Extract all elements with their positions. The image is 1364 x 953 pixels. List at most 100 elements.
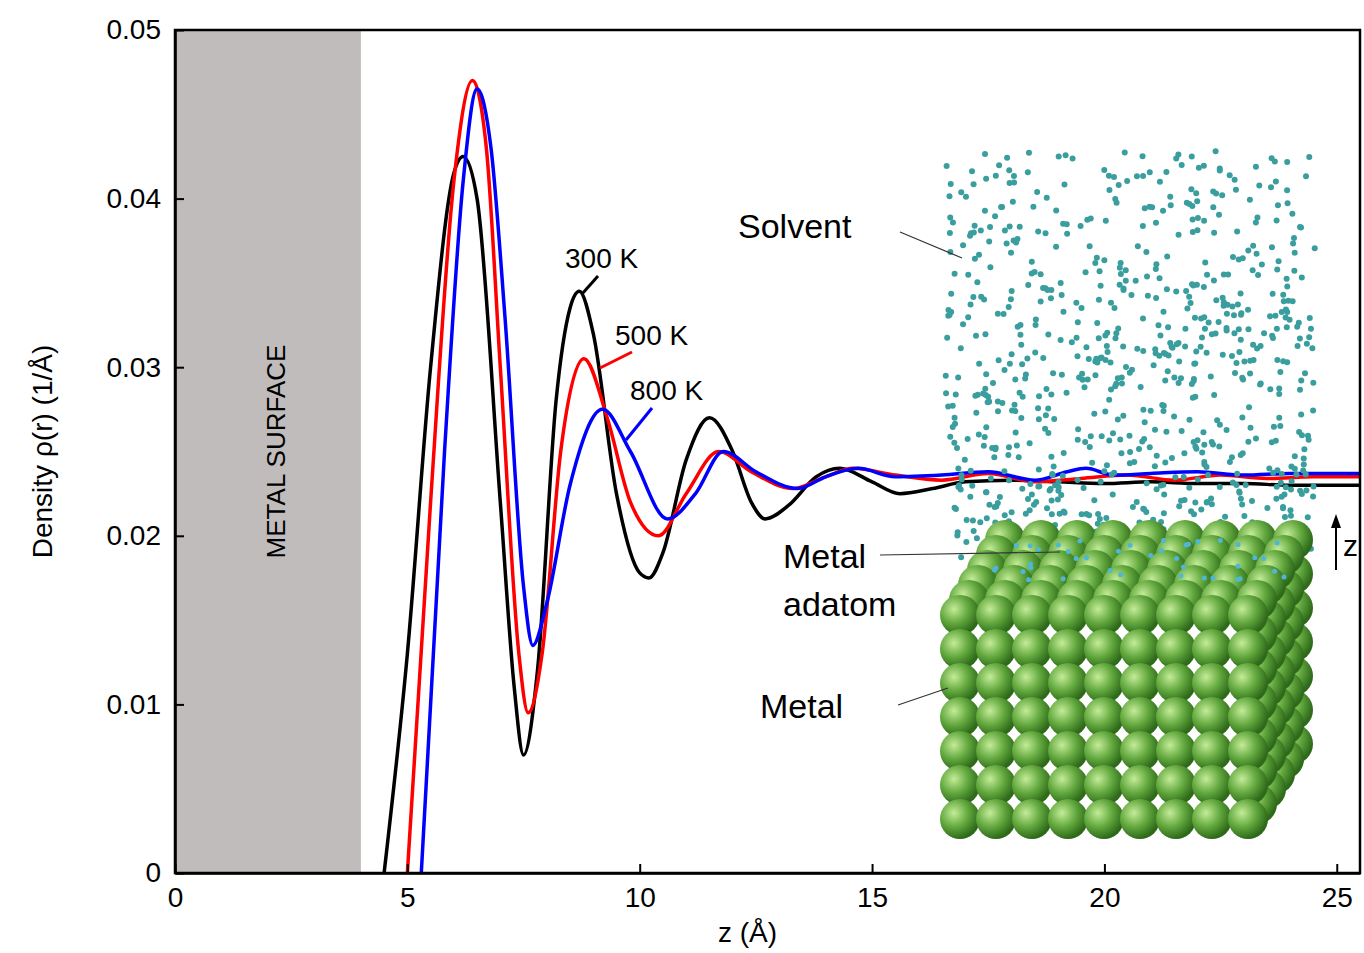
- solvent-particle: [983, 489, 989, 495]
- solvent-particle: [986, 238, 992, 244]
- solvent-particle: [1040, 355, 1046, 361]
- solvent-particle: [1011, 173, 1017, 179]
- solvent-particle: [1063, 152, 1069, 158]
- solvent-particle: [1127, 449, 1133, 455]
- solvent-particle: [1301, 455, 1307, 461]
- solvent-particle: [1119, 380, 1125, 386]
- solvent-particle: [1198, 344, 1204, 350]
- solvent-particle: [1182, 497, 1188, 503]
- solvent-particle: [1234, 229, 1240, 235]
- solvent-particle: [1006, 444, 1012, 450]
- solvent-particle: [1297, 224, 1303, 230]
- interface-particle: [1028, 562, 1033, 567]
- solvent-particle: [1232, 370, 1238, 376]
- solvent-particle: [1157, 179, 1163, 185]
- solvent-particle: [982, 331, 988, 337]
- y-axis-title: Density ρ(r) (1/Å): [27, 345, 58, 559]
- solvent-particle: [982, 386, 988, 392]
- solvent-particle: [1043, 230, 1049, 236]
- solvent-particle: [1195, 437, 1201, 443]
- solvent-particle: [1171, 414, 1177, 420]
- solvent-particle: [1305, 514, 1311, 520]
- solvent-particle: [1096, 297, 1102, 303]
- solvent-particle: [1307, 315, 1313, 321]
- solvent-particle: [1075, 437, 1081, 443]
- solvent-particle: [1073, 300, 1079, 306]
- solvent-particle: [1010, 199, 1016, 205]
- solvent-particle: [965, 314, 971, 320]
- solvent-particle: [1243, 482, 1249, 488]
- solvent-particle: [1267, 386, 1273, 392]
- solvent-particle: [1005, 452, 1011, 458]
- solvent-particle: [1312, 245, 1318, 251]
- solvent-particle: [1019, 361, 1025, 367]
- solvent-particle: [1102, 408, 1108, 414]
- metal-atom: [1048, 799, 1088, 839]
- solvent-particle: [1118, 271, 1124, 277]
- series-label: 800 K: [630, 375, 703, 406]
- solvent-particle: [1238, 310, 1244, 316]
- solvent-particle: [1140, 223, 1146, 229]
- solvent-particle: [1184, 200, 1190, 206]
- solvent-particle: [1274, 357, 1280, 363]
- solvent-particle: [1165, 368, 1171, 374]
- plot-area: [384, 81, 1360, 873]
- solvent-particle: [1296, 429, 1302, 435]
- solvent-particle: [1049, 511, 1055, 517]
- solvent-particle: [1199, 449, 1205, 455]
- x-tick-label: 25: [1322, 882, 1353, 913]
- solvent-particle: [1202, 260, 1208, 266]
- solvent-particle: [1004, 240, 1010, 246]
- solvent-particle: [1027, 481, 1033, 487]
- solvent-particle: [1128, 292, 1134, 298]
- inset-label: Metaladatom: [783, 537, 896, 623]
- solvent-particle: [1006, 304, 1012, 310]
- solvent-particle: [1210, 204, 1216, 210]
- solvent-particle: [1075, 319, 1081, 325]
- solvent-particle: [1188, 186, 1194, 192]
- solvent-particle: [1284, 324, 1290, 330]
- solvent-particle: [1097, 268, 1103, 274]
- solvent-particle: [1295, 343, 1301, 349]
- solvent-particle: [1274, 218, 1280, 224]
- solvent-particle: [1310, 380, 1316, 386]
- solvent-particle: [1008, 250, 1014, 256]
- solvent-particle: [973, 333, 979, 339]
- solvent-particle: [1035, 229, 1041, 235]
- solvent-particle: [1120, 287, 1126, 293]
- solvent-particle: [1245, 307, 1251, 313]
- solvent-particle: [1273, 178, 1279, 184]
- x-tick: 10: [625, 864, 656, 913]
- solvent-particle: [1201, 442, 1207, 448]
- solvent-particle: [1298, 224, 1304, 230]
- interface-particle: [1238, 576, 1243, 581]
- solvent-particle: [1290, 298, 1296, 304]
- x-tick-label: 15: [857, 882, 888, 913]
- interface-particle: [1107, 568, 1112, 573]
- solvent-particle: [1189, 203, 1195, 209]
- interface-particle: [1178, 573, 1183, 578]
- solvent-particle: [1044, 195, 1050, 201]
- solvent-particle: [945, 404, 951, 410]
- solvent-particle: [1247, 358, 1253, 364]
- solvent-particle: [1086, 356, 1092, 362]
- solvent-particle: [978, 228, 984, 234]
- interface-particle: [1186, 542, 1191, 547]
- solvent-particle: [1175, 152, 1181, 158]
- solvent-particle: [1160, 309, 1166, 315]
- solvent-particle: [963, 539, 969, 545]
- solvent-particle: [1213, 297, 1219, 303]
- solvent-particle: [1129, 367, 1135, 373]
- interface-particle: [1161, 538, 1166, 543]
- solvent-particle: [996, 162, 1002, 168]
- y-tick-label: 0.05: [107, 14, 162, 45]
- interface-particle: [1021, 569, 1026, 574]
- solvent-particle: [1192, 443, 1198, 449]
- solvent-particle: [1083, 269, 1089, 275]
- y-tick: 0.04: [107, 183, 185, 214]
- solvent-particle: [1004, 155, 1010, 161]
- solvent-particle: [946, 193, 952, 199]
- x-axis: 0510152025: [168, 864, 1361, 913]
- solvent-particle: [1009, 288, 1015, 294]
- solvent-particle: [1086, 512, 1092, 518]
